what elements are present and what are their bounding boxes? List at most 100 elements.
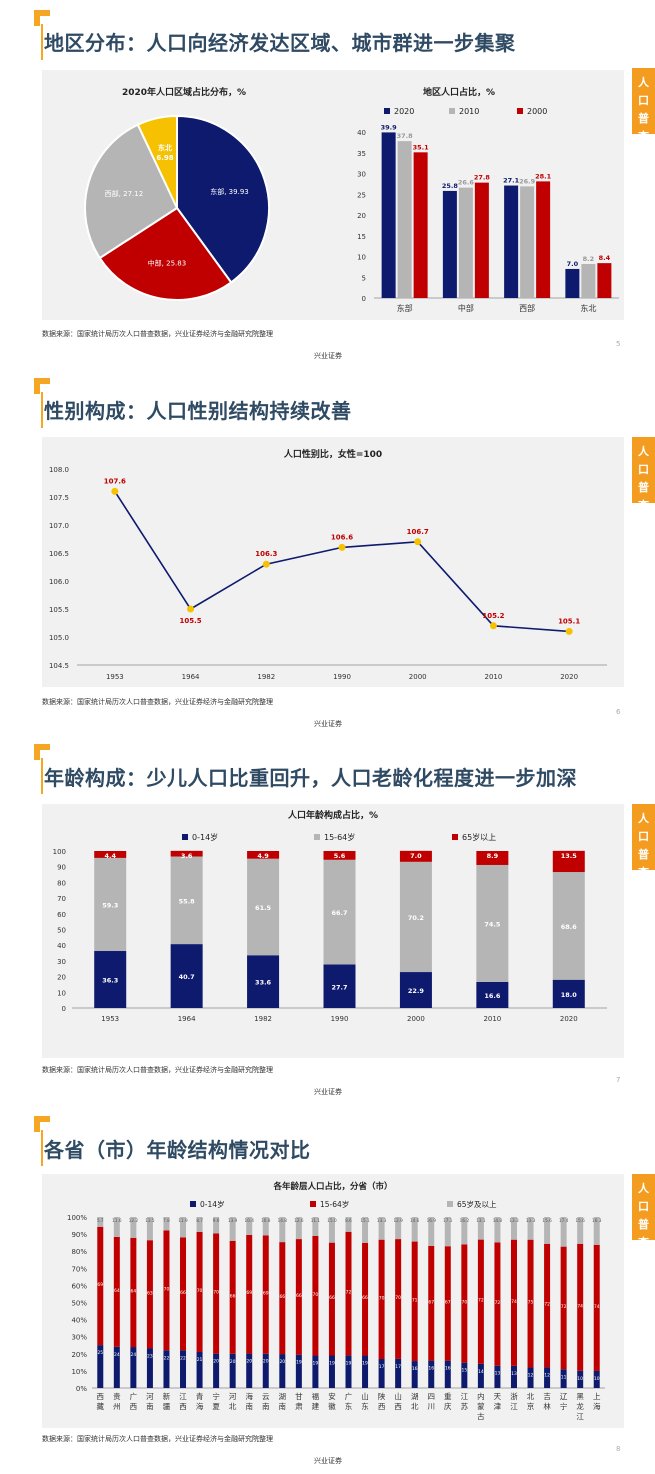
bar-segment (328, 1242, 335, 1356)
bar (413, 152, 428, 298)
bar-segment (552, 850, 585, 873)
data-label: 14.8 (278, 1218, 288, 1223)
bar-segment (411, 1217, 418, 1242)
bar-segment (213, 1217, 220, 1234)
data-label: 19 (346, 1360, 352, 1366)
y-tick-label: 50 (57, 927, 66, 935)
legend-label: 65岁以上 (462, 832, 496, 842)
bar-segment (170, 856, 203, 945)
bar-segment (279, 1217, 286, 1243)
data-label: 17.1 (443, 1218, 453, 1223)
data-label: 37.8 (397, 132, 414, 140)
data-label: 64 (114, 1288, 120, 1294)
source-note: 数据来源：国家统计局历次人口普查数据，兴业证券经济与金融研究院整理 (42, 1066, 273, 1074)
y-tick-label: 20 (357, 212, 366, 220)
data-label: 107.6 (104, 477, 126, 485)
x-tick-label: 南 (146, 1401, 154, 1411)
census-tab-char: 口 (638, 1200, 649, 1213)
data-label: 64 (131, 1288, 137, 1294)
bar-segment (295, 1217, 302, 1240)
census-tab[interactable]: 人口普查 (632, 437, 655, 512)
page-number: 7 (616, 1076, 621, 1084)
y-tick-label: 90 (57, 864, 66, 872)
title-corner-mask (40, 16, 54, 30)
census-tab-char: 查 (638, 130, 649, 143)
bar-segment (510, 1365, 517, 1388)
data-label: 70.2 (408, 914, 424, 922)
data-label: 13.3 (377, 1218, 387, 1223)
census-tab-char: 普 (638, 112, 649, 125)
x-tick-label: 林 (543, 1401, 551, 1411)
x-tick-label: 青 (196, 1391, 204, 1401)
y-tick-label: 10 (357, 254, 366, 262)
pie-slice (84, 123, 179, 260)
slide-province-age: 各省（市）年龄结构情况对比 人口普查 各年龄层人口占比，分省（市） 0-14岁 15… (0, 1110, 655, 1474)
x-tick-label: 古 (477, 1411, 485, 1421)
census-tab[interactable]: 人口普查 (632, 1174, 655, 1249)
data-label: 23 (147, 1353, 153, 1359)
region-bar-chart: 地区人口占比，% 2020 2010 2000 0 5 10 15 20 25 30 35 40 东部 39… (357, 86, 619, 313)
bar-segment (213, 1233, 220, 1354)
x-tick-label: 西 (179, 1402, 187, 1411)
data-label: 71 (412, 1297, 418, 1303)
data-label: 69 (97, 1282, 103, 1288)
data-label: 12.6 (294, 1218, 304, 1223)
data-label: 7.0 (410, 852, 422, 860)
x-tick-label: 海 (245, 1391, 253, 1401)
data-label: 33.6 (255, 979, 272, 987)
census-tab[interactable]: 人口普查 (632, 804, 655, 879)
data-label: 10 (577, 1376, 583, 1382)
data-label: 69 (263, 1291, 269, 1297)
data-label: 55.8 (179, 897, 196, 905)
data-label: 74.5 (484, 920, 501, 928)
data-label: 15.6 (542, 1218, 552, 1223)
bar-segment (229, 1353, 236, 1388)
bar-segment (444, 1360, 451, 1388)
census-tab-char: 查 (638, 499, 649, 512)
bar-segment (163, 1217, 170, 1231)
data-label: 14 (478, 1369, 484, 1375)
data-label: 105.5 (179, 617, 201, 625)
x-tick-label: 蒙 (477, 1401, 485, 1411)
y-tick-label: 10 (57, 989, 66, 997)
province-stacked-bar-chart: 各年龄层人口占比，分省（市） 0-14岁 15-64岁 65岁及以上 0% 10% 20% 3… (67, 1181, 605, 1421)
x-tick-label: 徽 (328, 1401, 336, 1411)
bar-segment (399, 972, 432, 1008)
bar-segment (494, 1365, 501, 1388)
data-label: 15.0 (327, 1218, 337, 1223)
bar-segment (577, 1217, 584, 1244)
bar-segment (395, 1358, 402, 1388)
x-tick-label: 福 (312, 1392, 320, 1401)
slide-title: 年龄构成：少儿人口比重回升，人口老龄化程度进一步加深 (44, 766, 577, 790)
x-tick-label: 江 (576, 1412, 584, 1421)
data-label: 74 (594, 1304, 600, 1310)
bar-segment (577, 1243, 584, 1371)
data-label: 10.8 (261, 1218, 271, 1223)
data-label: 25 (97, 1350, 103, 1356)
x-tick-label: 西 (130, 1402, 138, 1411)
bar-segment (113, 1236, 120, 1347)
data-label: 14.8 (493, 1218, 503, 1223)
bar-segment (279, 1242, 286, 1355)
bar-segment (494, 1217, 501, 1243)
bar-segment (362, 1355, 369, 1388)
page-number: 5 (616, 340, 621, 348)
census-tab[interactable]: 人口普查 (632, 68, 655, 143)
y-tick-label: 60% (71, 1282, 87, 1290)
bar-segment (213, 1353, 220, 1388)
bar-segment (510, 1217, 517, 1240)
x-tick-label: 1990 (331, 1015, 349, 1023)
bar-segment (262, 1235, 269, 1354)
data-label: 66 (296, 1293, 302, 1299)
slide-age-structure: 年龄构成：少儿人口比重回升，人口老龄化程度进一步加深 人口普查 人口年龄构成占比… (0, 742, 655, 1104)
bar-segment (560, 1369, 567, 1388)
y-tick-label: 80 (57, 879, 66, 887)
data-label: 20 (246, 1359, 252, 1365)
data-label: 18.0 (561, 991, 578, 999)
bar-segment (560, 1217, 567, 1247)
bar-segment (345, 1231, 352, 1356)
bar (597, 263, 612, 298)
bar-segment (113, 1346, 120, 1388)
bar-segment (378, 1217, 385, 1240)
data-label: 75 (528, 1300, 534, 1306)
